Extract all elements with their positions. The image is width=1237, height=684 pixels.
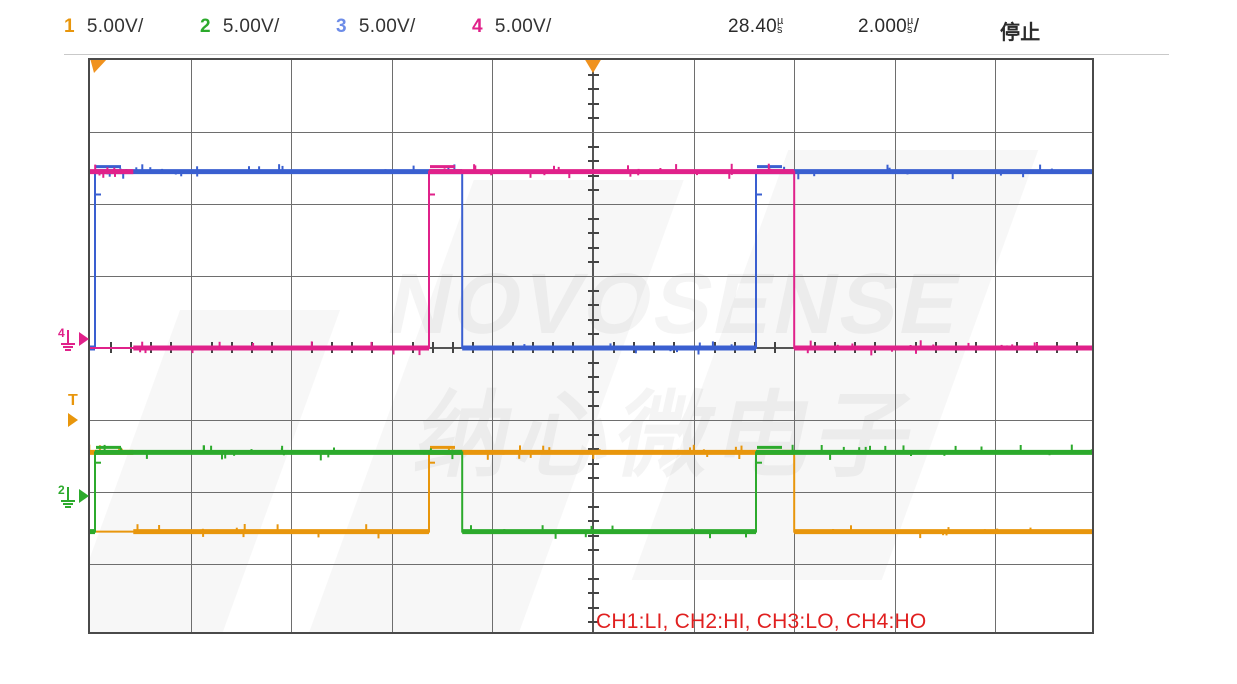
center-axis-tick: [588, 117, 599, 119]
center-axis-tick: [588, 88, 599, 90]
center-axis-tick: [588, 621, 599, 623]
grid-hline: [90, 564, 1092, 565]
waveform-trace-ch3-lo: [90, 164, 1092, 355]
trigger-level-marker[interactable]: T: [68, 393, 79, 427]
center-axis-tick: [588, 592, 599, 594]
timebase-value: 2.000: [858, 16, 908, 37]
grid-hline: [90, 132, 1092, 133]
annotation-text: CH1:LI, CH2:HI, CH3:LO, CH4:HO: [596, 610, 927, 633]
channel-4-ground-marker[interactable]: 4: [57, 326, 89, 352]
ground-symbol-icon: 2: [58, 483, 75, 508]
waveform-trace-ch1-li: [90, 444, 1092, 539]
center-axis-tick: [588, 261, 599, 263]
channel-1-number: 1: [64, 16, 75, 37]
center-axis-tick: [588, 520, 599, 522]
time-offset-value: 28.40: [728, 16, 778, 37]
svg-text:4: 4: [58, 326, 65, 340]
center-axis-tick: [432, 342, 434, 353]
center-axis-tick: [588, 290, 599, 292]
center-axis-tick: [588, 319, 599, 321]
channel-2-number: 2: [200, 16, 211, 37]
ground-symbol-icon: 4: [58, 326, 75, 351]
center-axis-tick: [588, 549, 599, 551]
channel-3-number: 3: [336, 16, 347, 37]
svg-text:2: 2: [58, 483, 65, 497]
channel-1-scale: 5.00V/: [86, 16, 144, 37]
center-axis-tick: [588, 405, 599, 407]
center-axis-tick: [588, 232, 599, 234]
center-axis-tick: [452, 342, 454, 353]
center-axis-tick: [588, 434, 599, 436]
trigger-position-marker-icon[interactable]: [584, 58, 604, 74]
channel-2-ground-marker[interactable]: 2: [57, 483, 89, 509]
grid-hline: [90, 420, 1092, 421]
channel-3-setting[interactable]: 3 5.00V/: [336, 16, 416, 38]
run-state-label[interactable]: 停止: [1000, 22, 1041, 44]
waveform-trace-ch2-hi: [90, 444, 1092, 539]
grid-hline: [90, 204, 1092, 205]
waveform-canvas: [90, 163, 1092, 539]
channel-4-setting[interactable]: 4 5.00V/: [472, 16, 552, 38]
center-axis-tick: [588, 74, 599, 76]
center-axis-tick: [588, 535, 599, 537]
scope-header-bar: 15.00V/ 25.00V/ 35.00V/ 45.00V/ 28.40µsµ…: [0, 0, 1237, 50]
center-axis-tick: [588, 333, 599, 335]
center-axis-tick: [588, 391, 599, 393]
header-divider: [64, 54, 1169, 55]
center-axis-tick: [588, 304, 599, 306]
channel-2-setting[interactable]: 2 5.00V/: [200, 16, 280, 38]
center-axis-tick: [774, 342, 776, 353]
center-axis-tick: [588, 477, 599, 479]
channel-4-scale: 5.00V/: [494, 16, 552, 37]
center-axis-tick: [588, 146, 599, 148]
trigger-marker-label: T: [68, 392, 78, 409]
graticule-area[interactable]: NOVOSENSE 纳心微电子: [88, 58, 1094, 634]
center-axis-tick: [588, 189, 599, 191]
center-axis-tick: [588, 175, 599, 177]
horizontal-offset-marker-icon[interactable]: [90, 58, 110, 74]
channel-1-setting[interactable]: 1 5.00V/: [64, 16, 144, 38]
channel-4-marker-arrow-icon: [79, 332, 89, 346]
channel-2-marker-arrow-icon: [79, 489, 89, 503]
timebase-readout[interactable]: 2.000 µ s /: [858, 14, 920, 37]
trigger-marker-arrow-icon: [68, 413, 78, 427]
center-axis-tick: [588, 376, 599, 378]
channel-4-number: 4: [472, 16, 483, 37]
time-offset-readout[interactable]: 28.40µsµs: [728, 14, 784, 38]
center-axis-tick: [588, 247, 599, 249]
center-axis-tick: [588, 103, 599, 105]
waveform-trace-ch4-ho: [90, 163, 1092, 356]
channel-3-scale: 5.00V/: [358, 16, 416, 37]
center-axis-tick: [588, 160, 599, 162]
center-axis-tick: [588, 362, 599, 364]
channel-2-scale: 5.00V/: [222, 16, 280, 37]
center-axis-tick: [588, 578, 599, 580]
grid-hline: [90, 276, 1092, 277]
time-offset-unit: µsµs: [777, 14, 784, 36]
center-axis-tick: [588, 448, 599, 450]
grid-hline: [90, 492, 1092, 493]
center-axis-tick: [588, 607, 599, 609]
center-axis-tick: [588, 463, 599, 465]
center-axis-tick: [588, 218, 599, 220]
center-axis-tick: [588, 506, 599, 508]
